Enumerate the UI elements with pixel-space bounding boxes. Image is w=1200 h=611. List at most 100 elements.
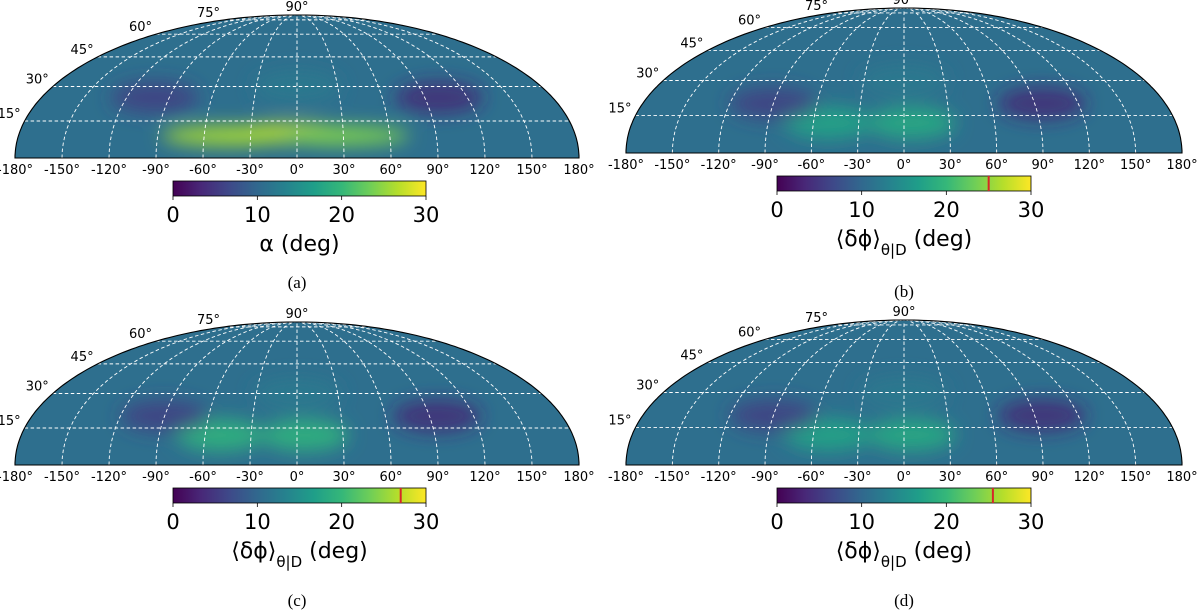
graticule-lon-30	[903, 319, 951, 465]
graticule-lon-90	[903, 319, 1044, 466]
lon-tick-label: 0°	[897, 470, 912, 485]
lon-tick-label: 0°	[290, 470, 305, 485]
graticule-lon--150	[671, 319, 905, 466]
lon-tick-label: -90°	[142, 163, 170, 178]
heatmap-feature	[867, 106, 956, 139]
graticule-lon-60	[296, 321, 392, 466]
colorbar-tick-label: 20	[328, 510, 355, 534]
colorbar-tick-label: 10	[848, 510, 875, 534]
lon-tick-label: 90°	[426, 470, 449, 485]
heatmap-feature	[277, 125, 410, 146]
colorbar-tick-label: 10	[244, 510, 271, 534]
lon-tick-label: 150°	[516, 470, 547, 485]
lat-tick-label: 75°	[805, 311, 828, 326]
lon-tick-label: -30°	[844, 158, 872, 173]
heatmap-feature	[111, 81, 199, 114]
lon-tick-label: -180°	[0, 163, 33, 178]
graticule-lon--120	[718, 319, 905, 466]
lon-tick-label: -90°	[142, 470, 170, 485]
graticule-lon-30	[296, 321, 345, 466]
colorbar-tick-label: 0	[166, 203, 179, 227]
graticule-lon-90	[903, 7, 1044, 154]
lat-tick-label: 60°	[738, 13, 761, 28]
graticule-lon-120	[296, 14, 486, 159]
map-outline	[14, 321, 580, 466]
lat-tick-label: 30°	[636, 379, 659, 394]
panel-caption: (c)	[288, 591, 307, 610]
lon-tick-label: 0°	[290, 163, 305, 178]
lat-tick-label: 75°	[197, 313, 220, 328]
heatmap-feature	[997, 399, 1086, 432]
map-outline	[14, 14, 580, 159]
graticule-lon-90	[296, 14, 439, 159]
lat-tick-label: 45°	[680, 348, 703, 363]
graticule-lon-60	[903, 7, 998, 154]
colorbar-tick-label: 0	[770, 198, 783, 222]
lat-tick-label: 90°	[285, 0, 308, 15]
colorbar-label: α (deg)	[259, 232, 339, 257]
panel-caption: (d)	[894, 591, 914, 610]
graticule-lon-150	[296, 321, 533, 466]
lat-tick-label: 30°	[636, 67, 659, 82]
panel-a: -180° -150° -120° -90° -60° -30° 0° 30° 60° 90° 12…	[0, 0, 595, 292]
lon-tick-label: -30°	[236, 470, 264, 485]
lon-tick-label: -180°	[0, 470, 33, 485]
lon-tick-label: 150°	[516, 163, 547, 178]
lat-tick-label: 60°	[129, 20, 152, 35]
lat-tick-label: 15°	[0, 414, 21, 429]
heatmap-feature	[784, 106, 873, 139]
map-outline	[625, 7, 1183, 154]
lon-tick-label: 30°	[939, 158, 962, 173]
graticule-lon--30	[857, 319, 905, 465]
lon-tick-label: -120°	[91, 163, 127, 178]
colorbar: 0 10 20 30 ⟨δϕ⟩θ|D (deg)	[770, 487, 1044, 571]
heatmap-feature	[997, 87, 1086, 120]
colorbar-tick-label: 10	[244, 203, 271, 227]
colorbar-label: ⟨δϕ⟩θ|D (deg)	[231, 539, 368, 571]
lon-tick-label: 30°	[939, 470, 962, 485]
heatmap-feature	[161, 125, 294, 146]
lon-tick-label: -150°	[654, 158, 690, 173]
lat-tick-label: 15°	[608, 413, 631, 428]
lat-tick-label: 90°	[285, 307, 308, 322]
graticule-lon--90	[155, 321, 298, 466]
lon-tick-label: 30°	[332, 470, 355, 485]
lon-tick-label: 120°	[1074, 158, 1105, 173]
graticule-lon--150	[61, 14, 298, 159]
lon-tick-label: -60°	[797, 470, 825, 485]
panel-c: -180° -150° -120° -90° -60° -30° 0° 30° 60° 90° 12…	[0, 307, 595, 610]
graticule-lon--90	[764, 7, 905, 154]
heatmap-feature	[176, 419, 265, 452]
colorbar-tick-label: 20	[933, 510, 960, 534]
lat-tick-label: 45°	[71, 43, 94, 58]
lat-tick-label: 75°	[197, 6, 220, 21]
heatmap-feature	[260, 419, 349, 452]
graticule-lon-60	[903, 319, 998, 466]
lat-tick-label: 15°	[0, 107, 21, 122]
lon-tick-label: -150°	[44, 470, 80, 485]
heatmap-feature	[395, 81, 483, 114]
heatmap-feature	[253, 377, 341, 410]
colorbar-tick-label: 0	[166, 510, 179, 534]
colorbar-gradient	[172, 487, 427, 504]
graticule-lon--60	[202, 321, 298, 466]
lon-tick-label: -180°	[608, 158, 644, 173]
lon-tick-label: 60°	[379, 470, 402, 485]
lon-tick-label: -120°	[701, 470, 737, 485]
colorbar-tick-label: 20	[933, 198, 960, 222]
lat-tick-label: 30°	[26, 380, 49, 395]
lat-tick-label: 75°	[805, 0, 828, 14]
heatmap-feature	[784, 418, 873, 451]
lon-tick-label: -60°	[189, 470, 217, 485]
lon-tick-label: 0°	[897, 158, 912, 173]
lon-tick-label: -60°	[189, 163, 217, 178]
lon-tick-label: -90°	[751, 158, 779, 173]
lon-tick-label: -120°	[701, 158, 737, 173]
colorbar-tick-label: 0	[770, 510, 783, 534]
lon-tick-label: 120°	[1074, 470, 1105, 485]
graticule-lon-120	[296, 321, 486, 466]
graticule-lon-30	[296, 14, 345, 159]
lon-tick-label: 150°	[1120, 470, 1151, 485]
lat-tick-label: 60°	[738, 325, 761, 340]
lat-tick-label: 45°	[71, 350, 94, 365]
